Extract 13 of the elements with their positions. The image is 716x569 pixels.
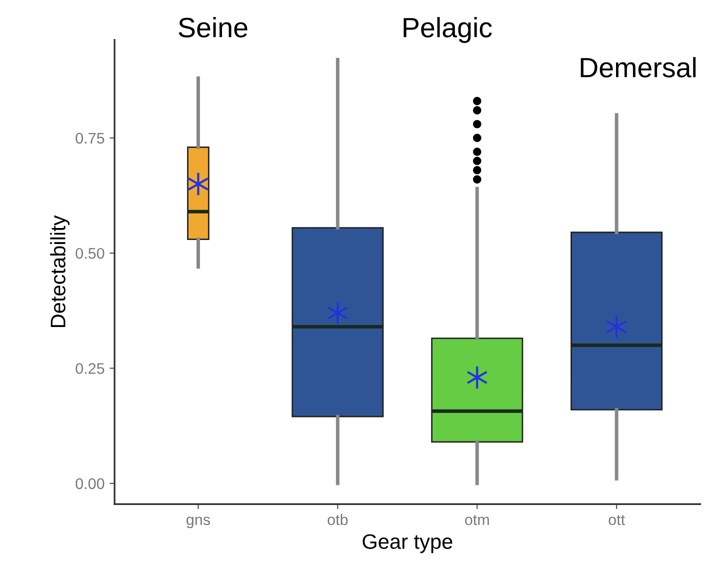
text: Seine	[178, 17, 248, 38]
y-tick-label: 0.75	[76, 132, 104, 144]
y-tick-label: 0.00	[76, 478, 104, 490]
x-tick-label: ott	[608, 515, 625, 526]
x-tick-label: otm	[465, 515, 489, 526]
y-tick-label: 0.50	[76, 248, 104, 259]
x-tick-label: otb	[328, 514, 348, 526]
x-tick-label: gns	[186, 516, 210, 528]
annotation: Demersal	[580, 57, 696, 78]
y-tick-label: 0.25	[76, 363, 104, 374]
y-axis-title: Detectability	[50, 215, 70, 328]
x-axis-title: Gear type	[362, 534, 452, 554]
annotation: Pelagic	[404, 17, 492, 43]
